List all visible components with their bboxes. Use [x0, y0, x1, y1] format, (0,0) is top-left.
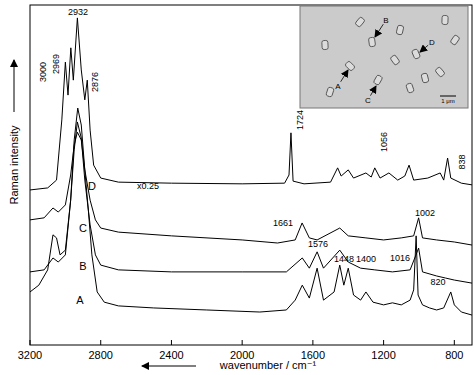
series-label: C	[79, 222, 87, 234]
inset-particle	[322, 40, 328, 49]
peak-label: 1002	[415, 208, 435, 218]
inset-particle	[435, 67, 445, 78]
inset-particle	[396, 25, 404, 35]
x-tick	[30, 340, 31, 345]
inset-particle	[326, 87, 334, 97]
peak-label: 2969	[51, 54, 61, 74]
inset-arrow	[341, 70, 348, 82]
inset-background	[300, 6, 468, 108]
inset-particle	[345, 61, 356, 72]
spectrum-line	[30, 122, 472, 283]
inset-particle	[355, 17, 365, 28]
peak-label: 1576	[308, 239, 328, 249]
peak-label: 1661	[273, 218, 293, 228]
spectrum-line	[30, 108, 472, 315]
x-axis-label: wavenumber / cm⁻¹	[219, 359, 317, 371]
chart: 320028002400200016001200800wavenumber / …	[0, 0, 474, 375]
x-tick	[171, 340, 172, 345]
inset-label: A	[335, 82, 341, 91]
peak-label: 1056	[379, 132, 389, 152]
peak-label: 1016	[390, 253, 410, 263]
inset-label: D	[429, 38, 435, 47]
inset-particle	[390, 55, 400, 66]
x-tick	[242, 340, 243, 345]
inset-particle	[368, 37, 375, 47]
inset-particle	[406, 83, 415, 93]
peak-label: 2932	[68, 7, 88, 17]
spectrum-line	[30, 132, 472, 245]
x-tick	[454, 340, 455, 345]
inset-label: B	[383, 16, 388, 25]
inset-particle	[373, 75, 383, 86]
inset-arrow	[375, 24, 383, 37]
x-tick-label: 2400	[159, 349, 183, 361]
inset-micrograph: A B C D 1 μm	[300, 6, 468, 108]
plot-frame	[30, 5, 472, 345]
peak-label: 1724	[295, 110, 305, 130]
y-axis-label: Raman intensity	[8, 125, 20, 204]
peak-label: x0.25	[137, 181, 159, 191]
inset-particle	[411, 49, 420, 60]
peak-label: 1448	[334, 254, 354, 264]
inset-arrow	[420, 45, 428, 52]
x-tick-label: 1200	[371, 349, 395, 361]
x-tick-label: 3200	[18, 349, 42, 361]
series-label: A	[76, 294, 84, 306]
series-label: D	[88, 180, 96, 192]
inset-particle	[442, 15, 448, 24]
peak-label: 3000	[38, 62, 48, 82]
series-label: B	[79, 260, 86, 272]
x-tick-label: 2800	[88, 349, 112, 361]
inset-label: C	[365, 96, 371, 105]
x-tick	[100, 340, 101, 345]
inset-particle	[421, 73, 429, 83]
peak-label: 820	[430, 277, 445, 287]
scale-bar-label: 1 μm	[441, 98, 454, 104]
scale-bar	[440, 96, 456, 97]
x-tick	[312, 340, 313, 345]
peak-label: 838	[457, 154, 467, 169]
x-axis-arrow	[142, 366, 196, 367]
peak-label: 2876	[90, 72, 100, 92]
x-tick-label: 800	[445, 349, 463, 361]
y-axis-arrow	[14, 60, 15, 112]
x-tick	[383, 340, 384, 345]
inset-particle	[450, 35, 460, 46]
inset-arrow	[370, 86, 376, 96]
peak-label: 1400	[356, 254, 376, 264]
